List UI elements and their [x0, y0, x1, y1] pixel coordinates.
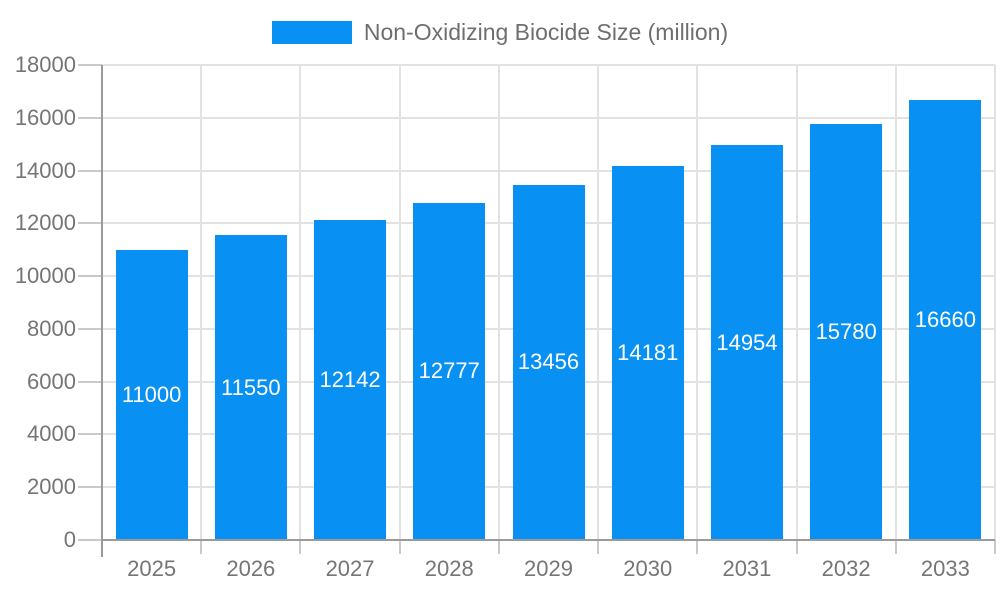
y-axis-tick: [78, 486, 102, 489]
y-axis-tick: [78, 64, 102, 66]
bar[interactable]: 12142: [314, 219, 387, 540]
gridline-vertical: [597, 65, 600, 540]
bar-value-label: 14181: [617, 339, 679, 365]
y-axis-tick: [78, 169, 102, 172]
x-axis-tick-label: 2033: [920, 556, 970, 581]
bar[interactable]: 14954: [710, 145, 783, 540]
bar[interactable]: 15780: [810, 123, 883, 540]
gridline-vertical: [894, 65, 897, 540]
x-axis-tick-label: 2025: [127, 556, 177, 581]
y-axis-tick: [78, 433, 102, 436]
bar-value-label: 13456: [517, 349, 580, 375]
y-axis-tick: [78, 327, 102, 330]
legend-label: Non-Oxidizing Biocide Size (million): [363, 19, 729, 45]
gridline-vertical: [299, 65, 302, 540]
x-axis-tick: [696, 540, 699, 554]
x-axis-tick-label: 2028: [424, 556, 474, 581]
y-axis-tick-label: 0: [63, 527, 76, 552]
bar[interactable]: 11000: [115, 249, 188, 540]
gridline-horizontal: [102, 64, 995, 66]
y-axis-tick-label: 2000: [27, 474, 76, 500]
legend-swatch: [271, 20, 352, 44]
x-axis-tick: [597, 540, 600, 554]
y-axis-tick: [78, 222, 102, 225]
x-axis-tick: [894, 540, 897, 554]
y-axis-tick-label: 16000: [14, 104, 76, 130]
bar-value-label: 11550: [221, 374, 281, 400]
x-axis-tick-label: 2027: [325, 556, 375, 581]
gridline-horizontal: [102, 116, 995, 119]
bar-value-label: 16660: [914, 307, 976, 333]
y-axis-tick-label: 4000: [27, 421, 76, 447]
y-axis-tick-label: 18000: [14, 52, 76, 77]
x-axis-tick: [497, 540, 500, 554]
y-axis-tick: [78, 275, 102, 278]
y-axis-tick-label: 10000: [14, 263, 76, 289]
bar[interactable]: 11550: [214, 235, 287, 540]
x-axis-tick: [795, 540, 798, 554]
x-axis-tick-label: 2029: [524, 556, 573, 581]
x-axis-line: [102, 539, 995, 541]
bar-value-label: 15780: [815, 318, 877, 344]
x-axis-tick: [200, 540, 203, 554]
y-axis-tick: [78, 380, 102, 383]
y-axis-tick: [78, 116, 102, 119]
y-axis-line: [101, 65, 103, 557]
x-axis-tick: [299, 540, 302, 554]
x-axis-tick: [398, 540, 401, 554]
x-axis-tick: [994, 540, 996, 554]
gridline-vertical: [994, 65, 996, 540]
gridline-vertical: [398, 65, 401, 540]
x-axis-tick-label: 2026: [226, 556, 276, 581]
legend[interactable]: Non-Oxidizing Biocide Size (million): [0, 18, 1000, 46]
y-axis-tick-label: 6000: [27, 368, 76, 394]
bar-value-label: 11000: [121, 381, 182, 407]
gridline-vertical: [497, 65, 500, 540]
bar-value-label: 12777: [418, 358, 480, 384]
bar-value-label: 14954: [716, 329, 778, 355]
gridline-vertical: [696, 65, 699, 540]
x-axis-tick-label: 2031: [722, 556, 772, 581]
x-axis-tick-label: 2030: [623, 556, 673, 581]
y-axis-tick-label: 12000: [14, 210, 76, 236]
gridline-vertical: [795, 65, 798, 540]
x-axis-tick-label: 2032: [821, 556, 871, 581]
bar[interactable]: 12777: [413, 202, 486, 540]
bar[interactable]: 13456: [512, 184, 585, 540]
y-axis-tick-label: 14000: [14, 157, 76, 183]
y-axis-tick-label: 8000: [27, 315, 76, 341]
bar[interactable]: 14181: [611, 165, 684, 540]
gridline-horizontal: [102, 169, 995, 172]
y-axis-tick: [78, 539, 102, 541]
bar-value-label: 12142: [319, 366, 381, 392]
bar[interactable]: 16660: [909, 100, 982, 540]
gridline-vertical: [200, 65, 203, 540]
